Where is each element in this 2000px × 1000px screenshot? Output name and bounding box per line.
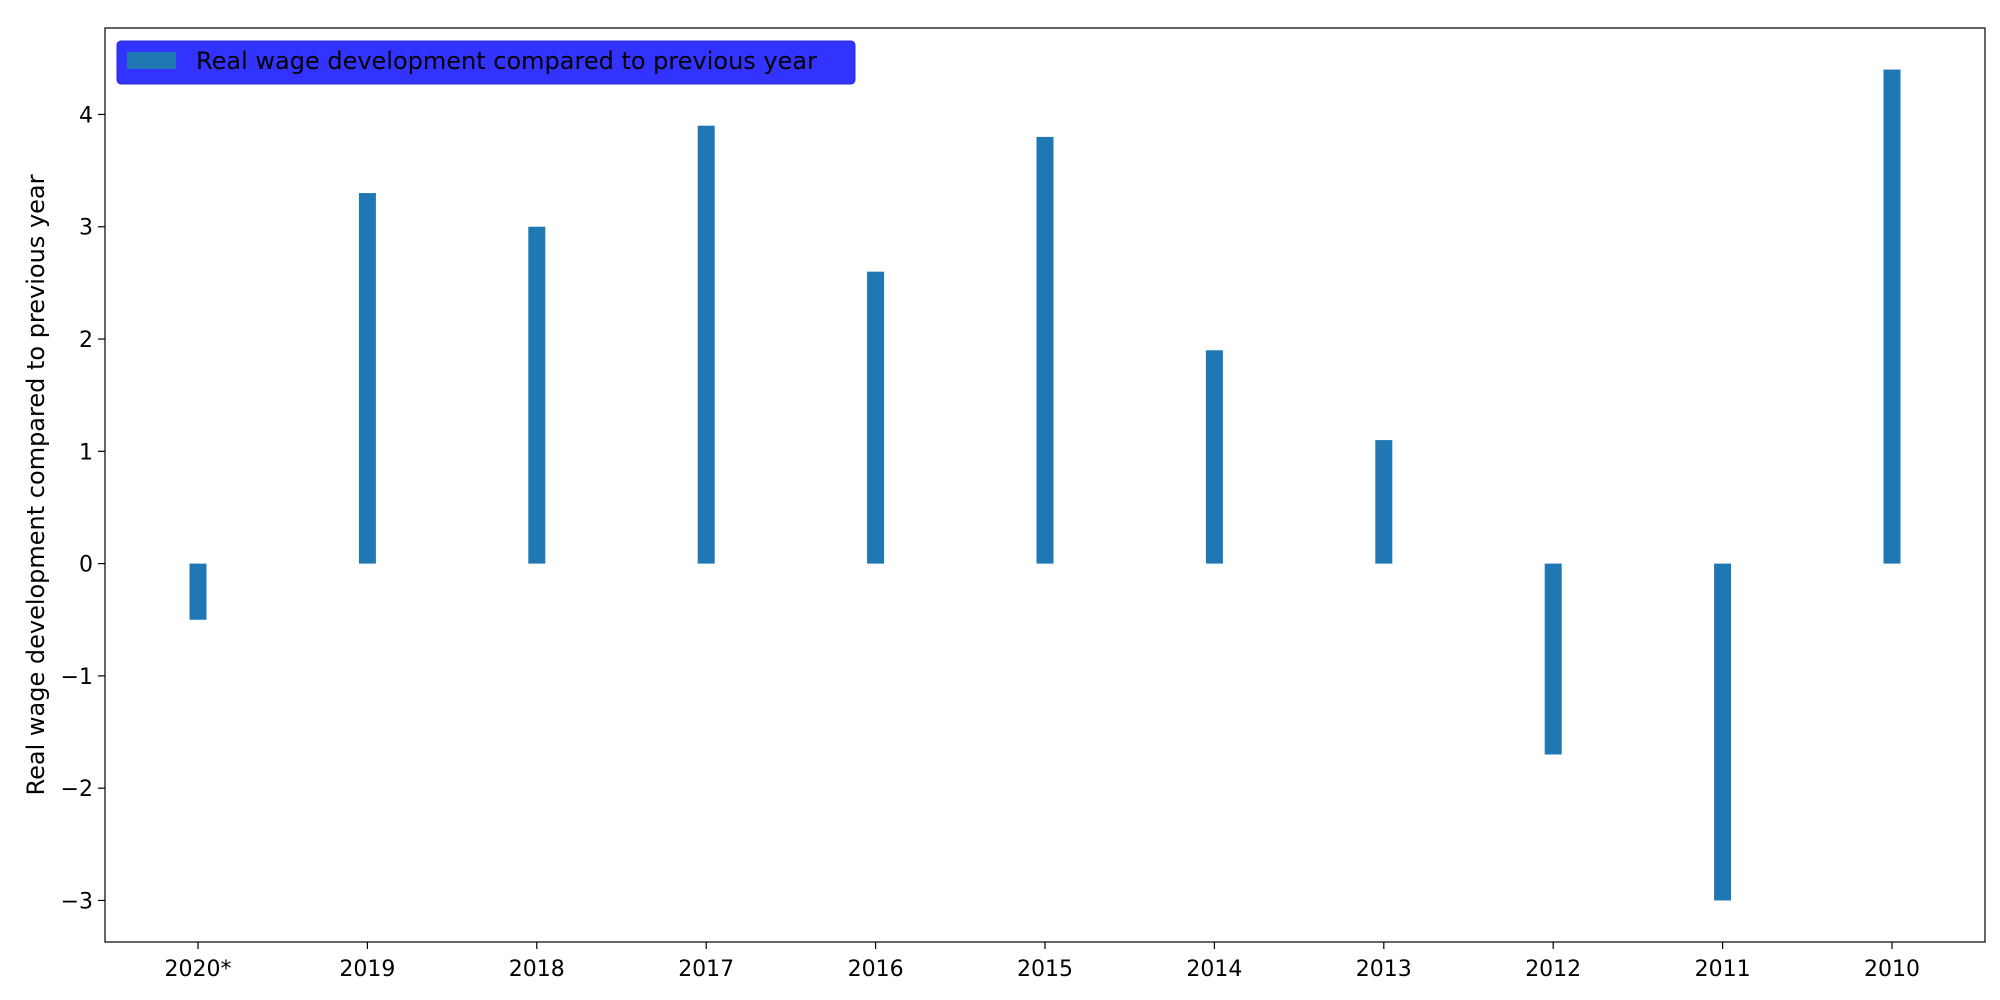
y-tick-label: −1 <box>61 665 93 690</box>
y-tick-label: 1 <box>79 440 93 465</box>
bars-group <box>189 69 1901 901</box>
x-tick-label: 2011 <box>1695 957 1751 982</box>
bar-2015 <box>1036 136 1054 564</box>
legend-box <box>116 40 856 85</box>
y-axis-label: Real wage development compared to previo… <box>22 174 50 795</box>
bar-2014 <box>1205 350 1223 564</box>
legend: Real wage development compared to previo… <box>116 40 856 85</box>
x-tick-label: 2020* <box>165 957 232 982</box>
x-axis-ticks: 2020* 2019 2018 2017 2016 2015 2014 2013 2012 201… <box>165 942 1920 982</box>
bar-2010 <box>1883 69 1901 564</box>
x-tick-label: 2019 <box>339 957 395 982</box>
y-tick-label: 4 <box>79 103 93 128</box>
bar-2013 <box>1375 440 1393 564</box>
x-tick-label: 2016 <box>848 957 904 982</box>
y-tick-label: 0 <box>79 553 93 578</box>
legend-swatch <box>127 52 176 69</box>
bar-2016 <box>867 271 885 564</box>
y-tick-label: 3 <box>79 216 93 241</box>
x-tick-label: 2017 <box>678 957 734 982</box>
y-axis-ticks: −3 −2 −1 0 1 2 3 4 <box>61 103 105 914</box>
bar-2020-star <box>189 563 207 620</box>
x-tick-label: 2012 <box>1525 957 1581 982</box>
x-tick-label: 2013 <box>1356 957 1412 982</box>
x-tick-label: 2015 <box>1017 957 1073 982</box>
bar-2012 <box>1544 563 1562 755</box>
x-tick-label: 2018 <box>509 957 565 982</box>
x-tick-label: 2010 <box>1864 957 1920 982</box>
bar-2017 <box>697 125 715 564</box>
bar-2019 <box>358 193 376 564</box>
plot-frame <box>104 27 1986 943</box>
legend-entry: Real wage development compared to previo… <box>196 47 817 75</box>
bar-2011 <box>1714 563 1732 901</box>
bar-2018 <box>528 226 546 564</box>
x-tick-label: 2014 <box>1186 957 1242 982</box>
y-tick-label: 2 <box>79 328 93 353</box>
y-tick-label: −2 <box>61 777 93 802</box>
y-tick-label: −3 <box>61 889 93 914</box>
